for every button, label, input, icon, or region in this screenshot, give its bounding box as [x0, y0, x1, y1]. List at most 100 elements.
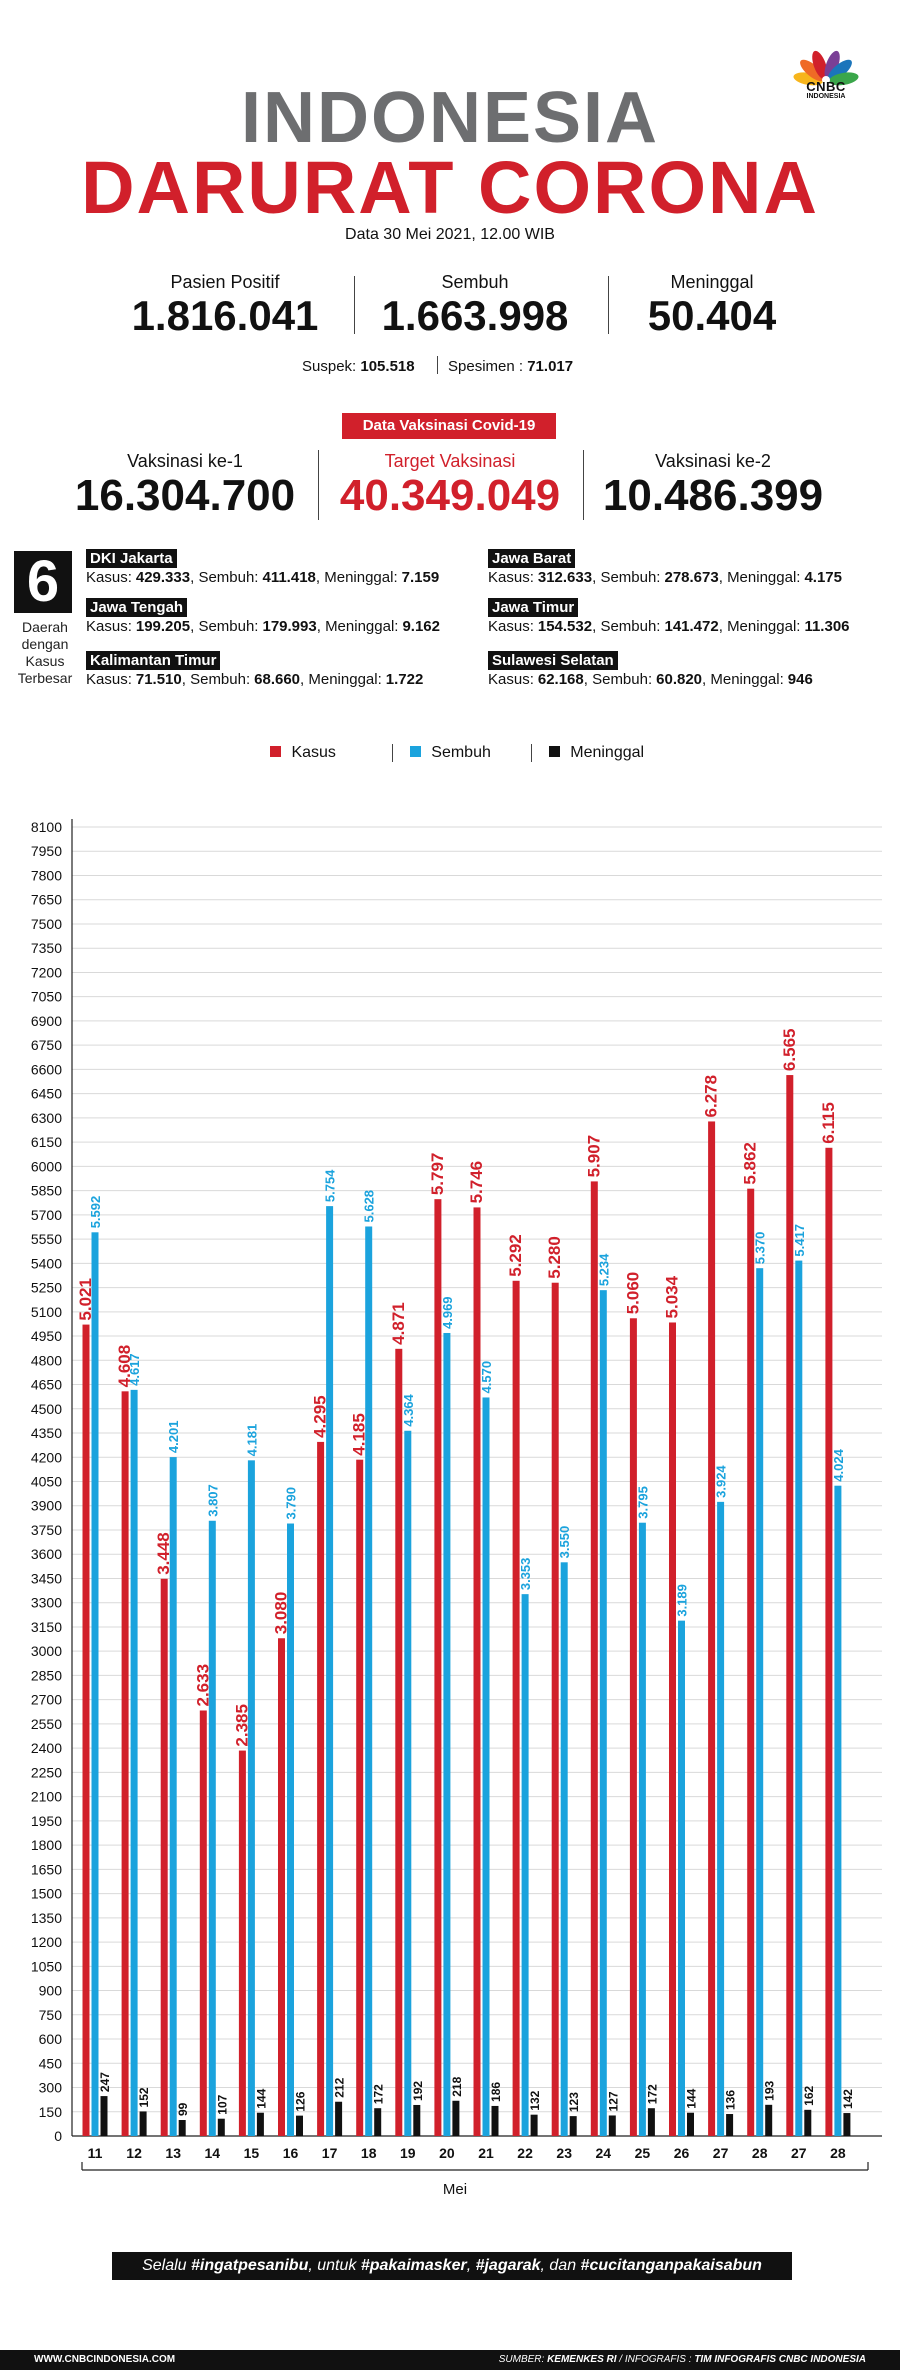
bar-sembuh: [756, 1268, 764, 2136]
data-label-meninggal: 142: [841, 2089, 855, 2109]
source-credit: SUMBER: KEMENKES RI / INFOGRAFIS : TIM I…: [498, 2354, 866, 2365]
peacock-feather: [827, 59, 852, 82]
divider: [608, 276, 609, 334]
y-tick-label: 6300: [31, 1110, 62, 1126]
bar-kasus: [356, 1459, 364, 2136]
y-tick-label: 4950: [31, 1328, 62, 1344]
data-label-sembuh: 3.189: [675, 1584, 690, 1617]
bar-kasus: [434, 1199, 442, 2136]
peacock-feather: [800, 59, 825, 82]
spesimen-label: Spesimen :: [448, 358, 524, 375]
bar-sembuh: [91, 1232, 99, 2136]
website-link[interactable]: WWW.CNBCINDONESIA.COM: [34, 2354, 176, 2365]
data-label-sembuh: 4.364: [401, 1393, 416, 1426]
data-label-meninggal: 132: [528, 2090, 542, 2110]
data-label-kasus: 6.565: [780, 1029, 799, 1072]
sembuh-value: 1.663.998: [381, 292, 569, 339]
bottom-bar: WWW.CNBCINDONESIA.COM SUMBER: KEMENKES R…: [0, 2350, 900, 2370]
y-tick-label: 4200: [31, 1449, 62, 1465]
vaksinasi-banner: Data Vaksinasi Covid-19: [342, 413, 556, 439]
y-tick-label: 6600: [31, 1061, 62, 1077]
y-tick-label: 7650: [31, 892, 62, 908]
bar-sembuh: [521, 1594, 529, 2136]
x-tick-label: 28: [752, 2145, 768, 2161]
data-label-sembuh: 3.353: [518, 1558, 533, 1591]
meninggal-label: Meninggal: [670, 272, 754, 292]
bar-sembuh: [287, 1523, 294, 2136]
x-tick-label: 26: [674, 2145, 690, 2161]
peacock-feather: [828, 72, 859, 86]
data-label-kasus: 5.862: [741, 1142, 760, 1185]
bar-sembuh: [247, 1460, 255, 2136]
data-label-meninggal: 186: [489, 2082, 503, 2102]
data-label-meninggal: 136: [724, 2090, 738, 2110]
data-label-meninggal: 247: [98, 2072, 112, 2092]
y-tick-label: 1500: [31, 1886, 62, 1902]
bar-meninggal: [569, 2116, 577, 2136]
x-axis-label: Mei: [443, 2181, 467, 2198]
data-label-meninggal: 218: [450, 2076, 464, 2096]
y-tick-label: 6750: [31, 1037, 62, 1053]
y-tick-label: 3600: [31, 1546, 62, 1562]
cnbc-peacock-logo: [793, 50, 859, 86]
data-label-sembuh: 3.790: [284, 1487, 299, 1520]
region-stats: Kasus: 62.168, Sembuh: 60.820, Meninggal: 9…: [488, 671, 813, 688]
bar-kasus: [473, 1207, 481, 2136]
chart-legend: Kasus Sembuh Meninggal: [270, 744, 644, 762]
y-tick-label: 5100: [31, 1304, 62, 1320]
region-item: DKI Jakarta Kasus: 429.333, Sembuh: 411.418…: [86, 549, 439, 587]
data-label-kasus: 5.021: [76, 1278, 95, 1321]
y-tick-label: 150: [39, 2104, 63, 2120]
data-label-sembuh: 4.969: [440, 1296, 455, 1329]
vaksinasi-2-value: 10.486.399: [602, 471, 824, 520]
data-label-meninggal: 107: [215, 2094, 229, 2114]
y-tick-label: 4350: [31, 1425, 62, 1441]
positif-value: 1.816.041: [131, 292, 319, 339]
vaksinasi-1-value: 16.304.700: [74, 471, 296, 520]
y-tick-label: 8100: [31, 819, 62, 835]
bar-meninggal: [100, 2096, 108, 2136]
bar-kasus: [395, 1348, 403, 2136]
data-label-meninggal: 127: [606, 2091, 620, 2111]
bar-sembuh: [560, 1562, 568, 2136]
data-label-kasus: 2.385: [232, 1704, 251, 1747]
region-caption: Daerah dengan Kasus Terbesar: [17, 619, 73, 686]
data-label-sembuh: 4.181: [244, 1424, 259, 1457]
bar-sembuh: [326, 1206, 334, 2136]
data-label-meninggal: 192: [411, 2081, 425, 2101]
suspek: Suspek: 105.518: [302, 358, 415, 375]
y-tick-label: 750: [39, 2007, 63, 2023]
data-label-meninggal: 126: [294, 2091, 308, 2111]
region-name: Sulawesi Selatan: [488, 651, 618, 670]
bar-sembuh: [678, 1620, 685, 2136]
y-tick-label: 7350: [31, 940, 62, 956]
y-tick-label: 2250: [31, 1764, 62, 1780]
data-label-kasus: 4.871: [389, 1302, 408, 1345]
bar-kasus: [747, 1188, 755, 2136]
region-stats: Kasus: 429.333, Sembuh: 411.418, Meninggal…: [86, 569, 440, 586]
data-label-meninggal: 144: [685, 2088, 699, 2108]
data-label-kasus: 3.080: [272, 1592, 291, 1635]
bar-meninggal: [765, 2104, 773, 2136]
data-label-kasus: 5.797: [428, 1153, 447, 1196]
data-label-meninggal: 99: [176, 2102, 190, 2116]
data-label-sembuh: 3.550: [557, 1526, 572, 1559]
bar-sembuh: [599, 1290, 607, 2136]
meninggal-value: 50.404: [647, 292, 777, 339]
y-tick-label: 2550: [31, 1716, 62, 1732]
legend-sembuh-swatch: [409, 746, 421, 758]
data-label-sembuh: 4.570: [479, 1361, 494, 1394]
data-label-sembuh: 4.024: [831, 1448, 846, 1481]
y-tick-label: 5850: [31, 1183, 62, 1199]
target-vaksinasi-label: Target Vaksinasi: [384, 451, 516, 471]
positif-label: Pasien Positif: [170, 272, 280, 292]
bar-kasus: [669, 1322, 676, 2136]
divider: [531, 744, 533, 762]
y-tick-label: 3450: [31, 1570, 62, 1586]
y-tick-label: 5700: [31, 1207, 62, 1223]
data-label-sembuh: 3.795: [635, 1486, 650, 1519]
y-tick-label: 450: [39, 2055, 63, 2071]
vaksinasi-1-label: Vaksinasi ke-1: [127, 451, 243, 471]
data-label-kasus: 4.295: [311, 1395, 330, 1438]
divider: [437, 356, 438, 374]
